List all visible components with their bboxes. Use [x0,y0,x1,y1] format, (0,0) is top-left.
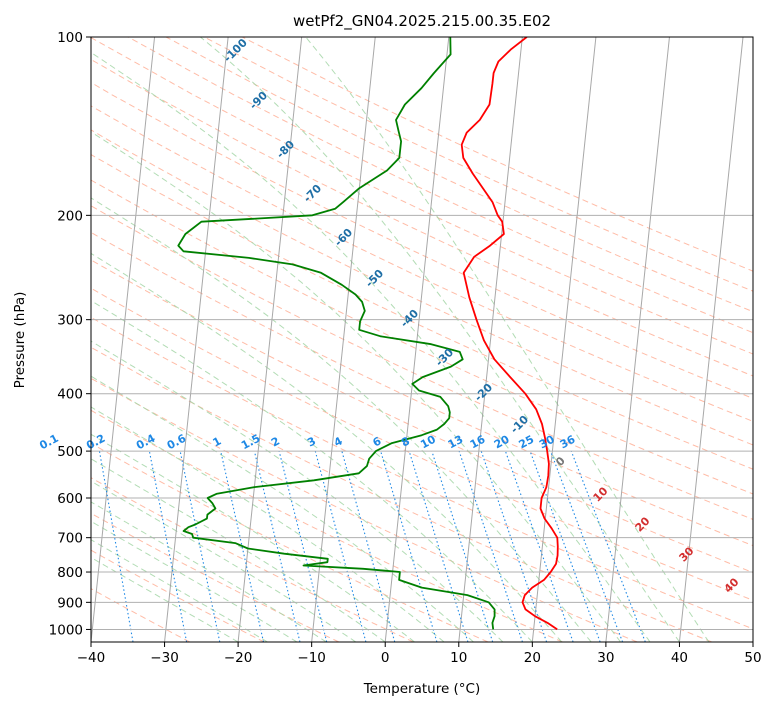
moist-adiabat [200,37,680,642]
mixing-ratio-line [253,450,301,642]
x-tick-label: 30 [597,650,614,666]
mixing-ratio-label: 30 [537,433,557,452]
mixing-ratio-label: 36 [558,433,578,452]
x-tick-label: 50 [744,650,761,666]
moist-adiabat [91,197,592,642]
mixing-ratio-line [179,450,221,642]
mixing-ratio-line [529,450,601,642]
mixing-ratio-line [98,451,134,642]
mixing-ratio-line [480,450,548,642]
y-axis-label: Pressure (hPa) [12,292,28,389]
dry-adiabat [91,377,638,642]
moist-adiabat [91,51,651,642]
mixing-ratio-line [408,450,469,642]
dry-adiabat [203,37,753,292]
y-tick-label: 600 [57,491,83,507]
pressure-gridlines [91,37,753,630]
plot-frame [90,36,754,643]
moist-adiabat [91,252,563,642]
sounding-traces [177,37,559,631]
dry-adiabat [91,105,753,422]
dry-adiabat [91,81,753,399]
y-tick-label: 800 [57,565,83,581]
mixing-ratio-label: 13 [446,433,466,452]
isotherm [678,37,744,642]
isotherm [311,37,376,642]
moist-adiabat [91,458,386,642]
dewpoint-line [177,37,496,630]
x-tick-label: −40 [77,650,106,666]
y-tick-label: 100 [57,30,83,46]
mixing-ratio-line [504,450,574,642]
y-tick-label: 300 [57,313,83,329]
isotherm [531,37,597,642]
moist-adiabat [91,131,621,642]
dry-adiabat [91,409,563,642]
mixing-ratio-label: 16 [468,433,488,452]
isotherm [458,37,523,642]
isotherm [164,37,229,642]
dry-adiabat [91,37,753,355]
x-axis-label: Temperature (°C) [363,681,481,697]
mixing-ratio-line [341,450,396,642]
dry-adiabat [91,154,753,470]
x-tick-label: 40 [671,650,688,666]
moist-adiabat [91,520,298,642]
x-tick-label: −20 [224,650,253,666]
x-axis: −40 −30 −20 −10 0 10 20 30 40 50 [77,642,762,666]
isotherm [384,37,450,642]
x-tick-label: −30 [150,650,179,666]
x-tick-label: 0 [381,650,390,666]
y-tick-label: 400 [57,387,83,403]
y-tick-label: 700 [57,531,83,547]
moist-adiabat [305,37,710,642]
isotherm [605,37,670,642]
mixing-ratio-line [220,450,265,642]
dry-adiabat [91,316,753,630]
mixing-ratio-label: 20 [492,433,512,452]
mixing-ratio-line [380,450,438,642]
dry-adiabat [91,346,712,642]
x-tick-label: 20 [524,650,541,666]
y-tick-label: 1000 [49,622,83,638]
dry-adiabat [127,37,753,334]
dry-adiabat [91,512,340,642]
moist-adiabat [91,556,239,642]
moist-adiabat [91,539,268,642]
temperature-line [460,37,559,631]
mixing-ratio-label: 10 [418,433,438,452]
x-tick-label: −10 [297,650,326,666]
mixing-ratio-line [148,450,188,642]
y-tick-label: 900 [57,595,83,611]
y-tick-label: 200 [57,208,83,224]
isotherm [237,37,303,642]
dry-adiabat [91,179,753,495]
mixing-ratio-line [458,450,523,642]
dry-adiabat [91,549,265,642]
isotherm [91,37,156,642]
dry-adiabat [91,205,753,520]
y-tick-label: 500 [57,444,83,460]
mixing-ratio-label: 25 [517,433,537,452]
mixing-ratio-line [431,450,494,642]
chart-title: wetPf2_GN04.2025.215.00.35.E02 [293,12,551,31]
moist-adiabat [91,340,504,642]
dry-adiabat [91,442,489,642]
moist-adiabat [91,375,474,642]
x-tick-label: 10 [450,650,467,666]
y-axis: 100 200 300 400 500 600 700 800 900 1000 [49,30,91,638]
background-lines [91,37,753,642]
mixing-ratio-line [314,450,367,642]
mixing-ratio-line [278,450,328,642]
dry-adiabat [91,259,753,574]
